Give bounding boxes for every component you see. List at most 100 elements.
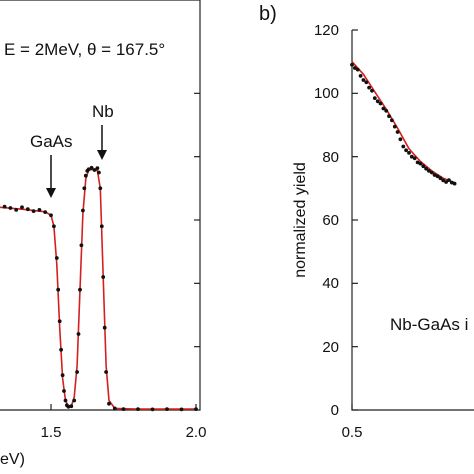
data-point <box>76 332 81 336</box>
data-point <box>20 205 24 210</box>
data-point <box>409 154 414 159</box>
data-point <box>452 181 457 186</box>
data-point <box>381 106 386 111</box>
data-point <box>66 404 71 409</box>
data-point <box>395 130 400 134</box>
data-point <box>82 186 87 191</box>
data-point <box>179 407 184 412</box>
panel-b-label: b) <box>259 3 277 25</box>
data-point <box>372 96 377 100</box>
panel-a-annotation-gaas: GaAs <box>30 132 73 151</box>
data-point <box>392 124 397 129</box>
panel-b: b) 0 20 40 60 80 100 120 0.5 normalized … <box>259 3 474 441</box>
panel-b-ytick-label: 0 <box>331 402 339 419</box>
data-point <box>165 407 169 411</box>
panel-b-xtick-label: 0.5 <box>342 424 363 441</box>
data-point <box>25 207 30 212</box>
data-point <box>102 325 107 330</box>
data-point <box>56 287 61 292</box>
data-point <box>52 224 56 229</box>
panel-a-annotation-energy: E = 2MeV, θ = 167.5° <box>4 40 165 59</box>
data-point <box>31 209 36 214</box>
fit-line <box>0 168 196 410</box>
data-point <box>2 204 7 209</box>
panel-b-ticks <box>351 29 358 411</box>
data-point <box>421 164 426 169</box>
data-point <box>121 407 126 411</box>
data-point <box>83 173 88 178</box>
panel-b-fit <box>351 61 455 184</box>
data-point <box>104 370 108 374</box>
data-point <box>69 404 74 409</box>
data-point <box>60 373 65 378</box>
panel-a-fit <box>0 168 196 410</box>
data-point <box>355 67 360 72</box>
panel-a-xtick-label: 1.5 <box>41 424 62 441</box>
data-point <box>95 166 100 171</box>
data-point <box>447 178 451 183</box>
data-point <box>390 118 394 123</box>
data-point <box>438 176 443 181</box>
fit-line <box>351 61 455 184</box>
panel-a-annotation-nb: Nb <box>92 102 114 121</box>
data-point <box>49 213 53 218</box>
data-point <box>97 170 101 175</box>
data-point <box>432 173 437 177</box>
annotation-arrowhead <box>46 188 56 198</box>
data-point <box>75 370 79 374</box>
data-point <box>444 180 448 184</box>
data-point <box>92 168 97 172</box>
data-point <box>101 275 106 279</box>
data-point <box>427 169 431 173</box>
panel-b-annotation: Nb-GaAs i <box>390 315 468 334</box>
data-point <box>72 398 77 403</box>
data-point <box>150 407 155 412</box>
data-point <box>401 144 406 149</box>
panel-a-xtick-label: 2.0 <box>186 424 207 441</box>
data-point <box>59 347 63 352</box>
panel-a-arrows <box>46 125 107 198</box>
data-point <box>398 137 403 142</box>
panel-b-ytick-label: 80 <box>322 149 339 166</box>
data-point <box>81 208 85 213</box>
data-point <box>14 208 19 212</box>
data-point <box>62 389 66 393</box>
data-point <box>367 85 371 90</box>
data-point <box>407 151 411 155</box>
data-point <box>79 243 84 248</box>
data-point <box>78 287 82 292</box>
data-point <box>370 88 374 93</box>
data-point <box>404 148 408 153</box>
data-point <box>358 74 363 78</box>
data-point <box>107 401 111 406</box>
data-point <box>441 178 446 183</box>
panel-a: E = 2MeV, θ = 167.5° GaAs Nb 1.5 2.0 eV) <box>0 0 206 468</box>
annotation-arrowhead <box>97 150 107 160</box>
data-point <box>387 114 391 118</box>
data-point <box>89 165 94 170</box>
data-point <box>86 167 91 172</box>
data-point <box>361 78 366 82</box>
data-point <box>353 66 357 70</box>
data-point <box>435 174 440 179</box>
panel-b-points <box>350 62 457 186</box>
panel-b-ytick-label: 20 <box>322 339 339 356</box>
data-point <box>54 256 59 260</box>
data-point <box>364 80 369 85</box>
data-point <box>8 206 13 210</box>
data-point <box>37 208 42 212</box>
data-point <box>378 101 383 106</box>
data-point <box>429 170 434 175</box>
data-point <box>43 210 48 215</box>
data-point <box>98 186 103 191</box>
data-point <box>418 161 423 166</box>
data-point <box>57 319 62 324</box>
panel-a-axes-frame <box>0 0 201 411</box>
panel-a-ticks <box>50 92 200 410</box>
panel-b-ytick-label: 100 <box>314 85 339 102</box>
data-point <box>375 99 380 104</box>
data-point <box>63 398 68 403</box>
data-point <box>424 166 428 171</box>
data-point <box>136 407 140 411</box>
